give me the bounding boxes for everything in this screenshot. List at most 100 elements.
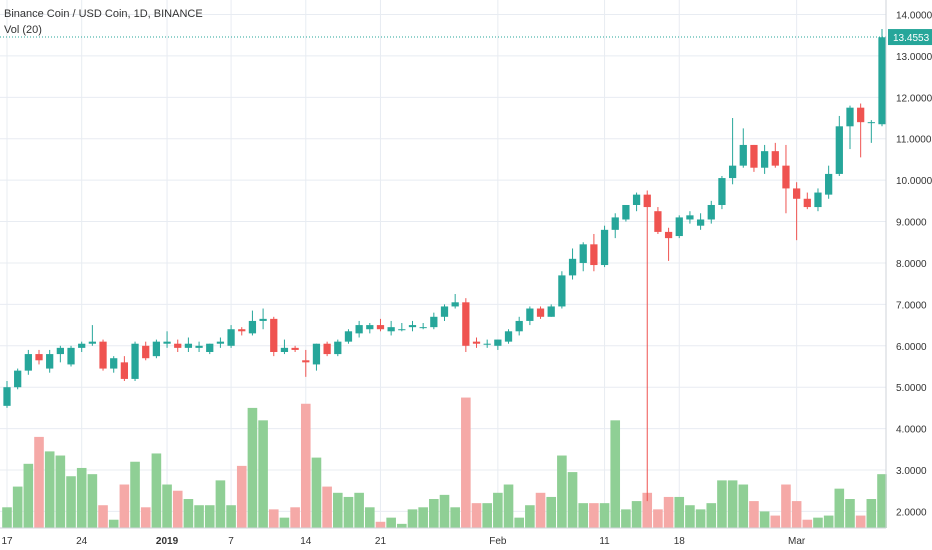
candle (88, 325, 96, 346)
candle (472, 337, 481, 348)
candle-body (857, 107, 865, 123)
volume-bar (279, 517, 290, 528)
candle-body (632, 194, 641, 205)
candle (686, 211, 694, 224)
volume-bar (674, 496, 685, 528)
volume-bar (706, 503, 717, 528)
candle (504, 329, 513, 344)
y-tick-label: 8.0000 (896, 259, 927, 270)
volume-bar (450, 507, 460, 528)
volume-indicator-label[interactable]: Vol (20) (4, 24, 42, 36)
candle (366, 323, 374, 334)
candle-body (344, 331, 353, 342)
candle (24, 349, 32, 375)
candle-body (195, 345, 203, 348)
volume-bar (845, 499, 855, 528)
candle-body (782, 165, 790, 189)
candle-body (494, 339, 502, 346)
candle-body (238, 329, 246, 332)
candle-body (280, 347, 289, 352)
candle (664, 227, 673, 261)
volume-bar (855, 515, 866, 528)
x-tick-label: 2019 (156, 536, 179, 547)
y-tick-label: 13.0000 (896, 52, 932, 63)
candle-body (590, 244, 598, 266)
candle (334, 339, 342, 357)
volume-bar (140, 507, 151, 528)
candle (259, 308, 267, 330)
candle-body (558, 275, 566, 307)
candle (835, 115, 843, 176)
volume-bar (130, 461, 140, 528)
candle-body (462, 302, 470, 346)
volume-bar (55, 455, 66, 528)
x-tick-label: 18 (674, 536, 686, 547)
candle (323, 341, 331, 357)
candle (590, 233, 598, 272)
volume-bar (525, 505, 535, 528)
candle-body (760, 151, 769, 168)
candle (536, 306, 545, 319)
candle-body (696, 219, 705, 226)
candle (174, 339, 182, 352)
candle-body (270, 318, 278, 352)
candle (291, 345, 299, 352)
candle-body (56, 347, 64, 355)
y-tick-label: 12.0000 (896, 93, 932, 104)
candle (120, 356, 129, 381)
candle (56, 345, 64, 363)
candle (142, 341, 150, 361)
volume-bar (311, 457, 322, 528)
volume-bar (236, 465, 247, 528)
candle (632, 192, 641, 212)
candle (846, 105, 854, 150)
candle-body (686, 215, 694, 220)
candle-body (302, 360, 310, 363)
volume-bar (834, 488, 845, 528)
volume-bars (2, 397, 887, 528)
candle (825, 165, 833, 199)
candle (494, 339, 502, 350)
candle-body (835, 126, 843, 174)
volume-bar (2, 507, 12, 528)
volume-bar (354, 492, 364, 528)
candle (814, 188, 822, 212)
volume-bar (727, 480, 738, 528)
volume-bar (23, 463, 34, 528)
candle (67, 345, 75, 367)
volume-bar (87, 474, 98, 528)
candle (451, 294, 459, 309)
candle (216, 337, 225, 348)
y-tick-label: 14.0000 (896, 10, 932, 21)
candle-body (398, 329, 406, 331)
volume-bar (663, 496, 674, 528)
candle (760, 144, 769, 174)
symbol-title[interactable]: Binance Coin / USD Coin, 1D, BINANCE (4, 8, 203, 20)
last-price-badge-bg (888, 29, 932, 46)
x-tick-label: 14 (300, 536, 312, 547)
y-tick-label: 11.0000 (896, 135, 932, 146)
candle (547, 304, 555, 317)
candle-body (803, 198, 811, 208)
volume-bar (610, 420, 621, 528)
volume-bar (685, 505, 695, 528)
volume-bar (194, 505, 204, 528)
candle (782, 144, 790, 214)
candle-body (142, 345, 150, 359)
volume-bar (877, 474, 887, 528)
volume-bar (578, 503, 589, 528)
candle-body (750, 144, 758, 168)
y-tick-label: 10.0000 (896, 176, 932, 187)
volume-bar (268, 509, 279, 528)
candle-body (35, 354, 43, 361)
candle (387, 320, 395, 336)
candle-body (825, 173, 833, 195)
volume-bar (802, 519, 813, 528)
volume-bar (557, 455, 567, 528)
candle (14, 368, 22, 390)
volume-bar (599, 503, 610, 528)
candle (675, 215, 683, 239)
candle (3, 380, 11, 408)
